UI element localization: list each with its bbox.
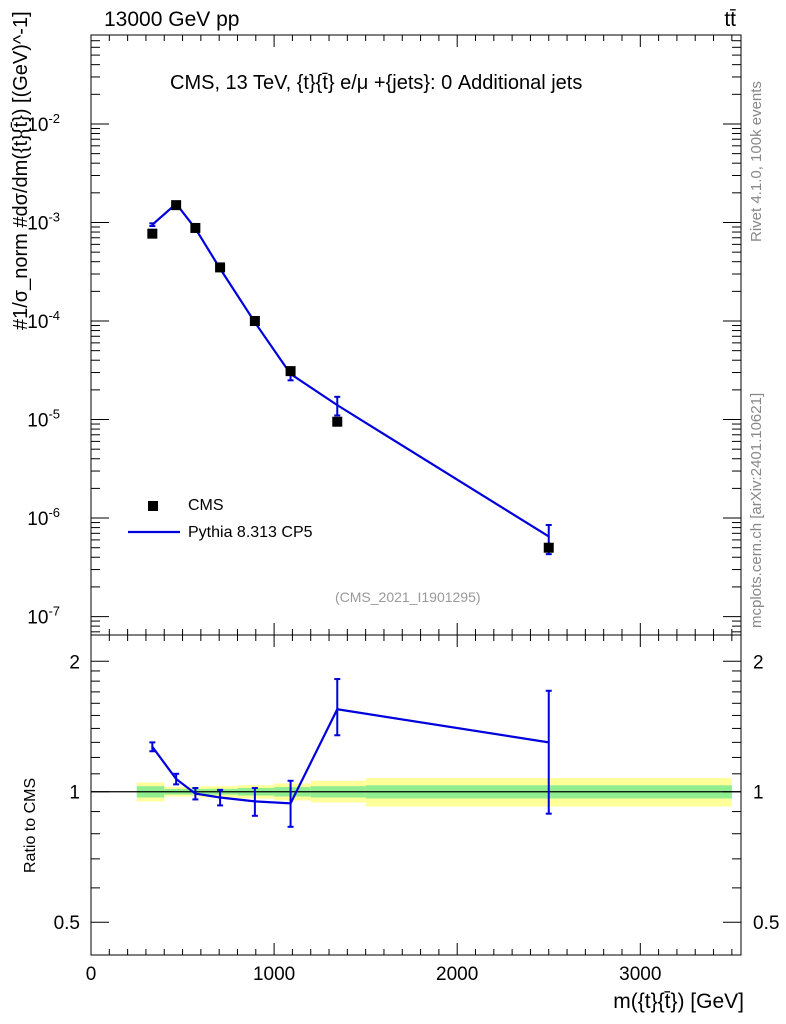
legend-marker-cms	[148, 501, 158, 511]
y-tick-label-ratio-left: 0.5	[54, 913, 80, 934]
x-tick-label: 2000	[436, 964, 478, 985]
y-axis-label-main: #1/σ_norm #dσ/dm({t}{t̄}) [(GeV)^-1]	[10, 11, 32, 330]
y-tick-label-ratio-left: 2	[69, 652, 80, 673]
x-axis-label: m({t}{t̄}) [GeV]	[613, 990, 744, 1013]
x-tick-label: 0	[86, 964, 97, 985]
legend-label-pythia: Pythia 8.313 CP5	[188, 524, 313, 541]
y-tick-label: 10-7	[27, 604, 60, 629]
ratio-line	[151, 708, 549, 805]
data-point	[332, 416, 343, 427]
data-point	[215, 262, 226, 273]
y-tick-label-ratio-right: 2	[753, 652, 764, 673]
mc-line	[151, 202, 550, 538]
data-point	[171, 200, 182, 211]
x-tick-label: 1000	[253, 964, 295, 985]
chart-marks: 0 1000 2000 300010-710-610-510-410-310-20.5…	[27, 34, 779, 985]
y-tick-label-ratio-right: 1	[753, 783, 764, 804]
y-tick-label-ratio-left: 1	[69, 783, 80, 804]
legend-label-cms: CMS	[188, 497, 224, 514]
y-axis-label-ratio: Ratio to CMS	[22, 777, 39, 873]
data-point	[543, 542, 554, 553]
process-label: tt̄	[724, 8, 736, 31]
y-tick-label: 10-6	[27, 505, 60, 530]
data-point	[147, 228, 158, 239]
y-tick-label-ratio-right: 0.5	[753, 913, 779, 934]
ratio-frame	[90, 634, 742, 956]
main-frame	[90, 34, 742, 636]
mcplots-label: mcplots.cern.ch [arXiv:2401.10621]	[748, 392, 765, 628]
data-point	[190, 222, 201, 233]
analysis-id: (CMS_2021_I1901295)	[335, 589, 481, 605]
data-point	[249, 316, 260, 327]
data-point	[285, 366, 296, 377]
rivet-version-label: Rivet 4.1.0, 100k events	[748, 81, 765, 242]
y-tick-label: 10-5	[27, 407, 60, 432]
x-tick-label: 3000	[619, 964, 661, 985]
chart-title: CMS, 13 TeV, {t}{t̄} e/μ +{jets}: 0 Addi…	[170, 72, 583, 94]
beam-label: 13000 GeV pp	[104, 8, 240, 31]
